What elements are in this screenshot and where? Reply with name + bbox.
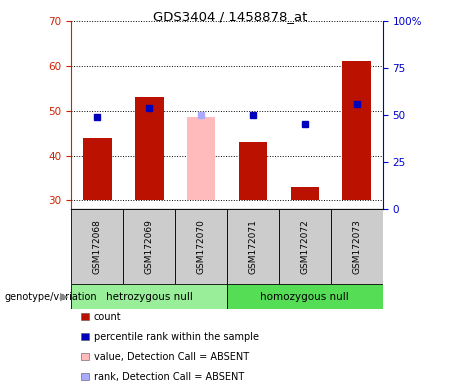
Bar (175, 209, 227, 284)
Bar (83, 137, 112, 200)
Text: GSM172070: GSM172070 (196, 219, 206, 274)
Bar (331, 209, 383, 284)
Text: homozygous null: homozygous null (260, 291, 349, 302)
Bar (124, 209, 175, 284)
Text: percentile rank within the sample: percentile rank within the sample (94, 332, 259, 342)
Bar (71, 284, 227, 309)
Bar (227, 209, 279, 284)
Bar (227, 284, 383, 309)
Bar (71, 209, 124, 284)
Text: count: count (94, 312, 121, 322)
Bar (290, 187, 319, 200)
Bar (279, 209, 331, 284)
Text: hetrozygous null: hetrozygous null (106, 291, 193, 302)
Bar (187, 118, 215, 200)
Text: genotype/variation: genotype/variation (5, 291, 97, 302)
Bar (239, 142, 267, 200)
Text: GSM172068: GSM172068 (93, 219, 102, 274)
Bar (343, 61, 371, 200)
Text: GSM172069: GSM172069 (145, 219, 154, 274)
Text: rank, Detection Call = ABSENT: rank, Detection Call = ABSENT (94, 372, 244, 382)
Text: GSM172073: GSM172073 (352, 219, 361, 274)
Text: GSM172072: GSM172072 (300, 219, 309, 274)
Text: value, Detection Call = ABSENT: value, Detection Call = ABSENT (94, 352, 248, 362)
Text: ▶: ▶ (60, 291, 69, 302)
Text: GSM172071: GSM172071 (248, 219, 258, 274)
Text: GDS3404 / 1458878_at: GDS3404 / 1458878_at (154, 10, 307, 23)
Bar (135, 97, 164, 200)
